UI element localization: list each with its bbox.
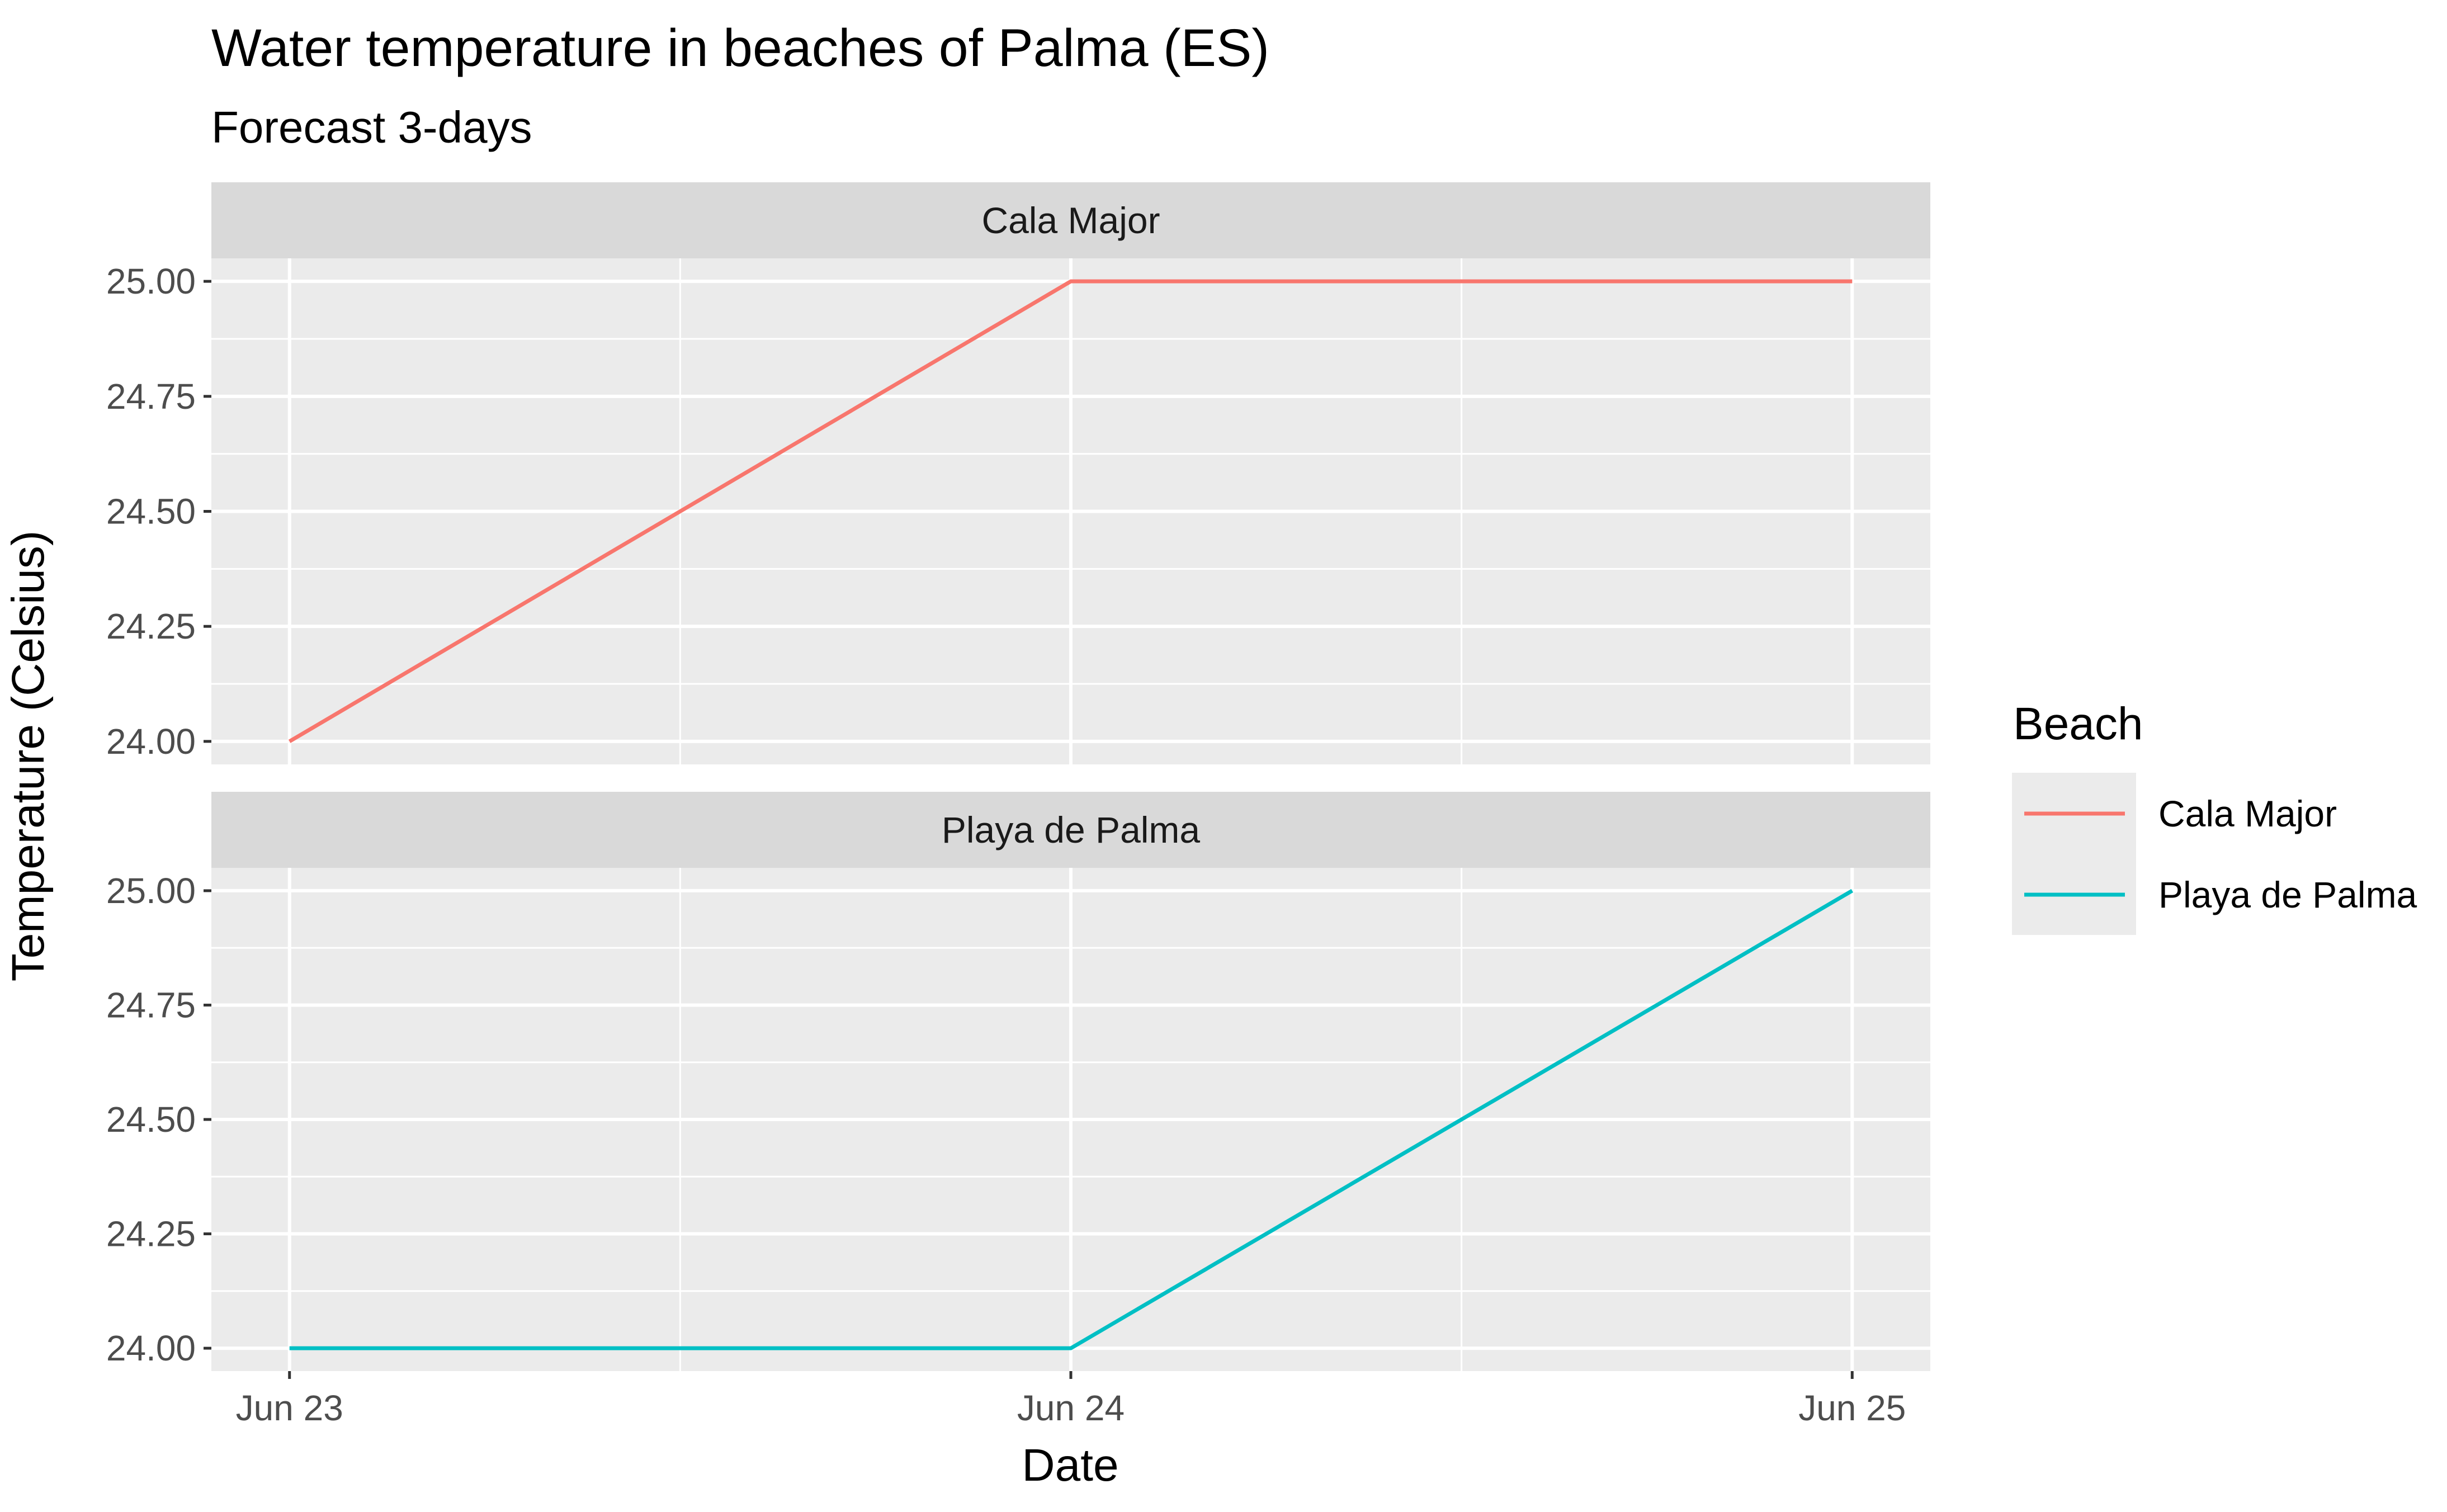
legend-label: Cala Major bbox=[2158, 793, 2337, 834]
y-tick-label: 24.25 bbox=[106, 606, 196, 646]
y-tick-label: 24.50 bbox=[106, 1099, 196, 1140]
y-tick-label: 24.25 bbox=[106, 1214, 196, 1254]
facet-panel: 24.00 24.25 24.50 24.75 25.00 Playa de Palma bbox=[106, 792, 1930, 1371]
facet-strip-label: Cala Major bbox=[981, 200, 1160, 241]
legend-label: Playa de Palma bbox=[2158, 874, 2417, 915]
y-tick-label: 24.50 bbox=[106, 492, 196, 532]
x-tick-label: Jun 25 bbox=[1798, 1388, 1906, 1428]
x-axis-title: Date bbox=[1022, 1440, 1118, 1491]
y-tick-label: 24.75 bbox=[106, 985, 196, 1025]
legend-items: Cala Major Playa de Palma bbox=[2024, 793, 2417, 915]
facet-strip-label: Playa de Palma bbox=[942, 809, 1201, 850]
y-tick-label: 25.00 bbox=[106, 261, 196, 301]
y-tick-label: 24.00 bbox=[106, 721, 196, 762]
facet-strip bbox=[211, 182, 1930, 258]
legend-title: Beach bbox=[2013, 698, 2143, 749]
series-line bbox=[289, 889, 1854, 1350]
y-tick-label: 24.75 bbox=[106, 376, 196, 417]
facet-strip bbox=[211, 792, 1930, 868]
y-tick-label: 24.00 bbox=[106, 1328, 196, 1368]
series-line bbox=[288, 279, 1853, 743]
y-axis-title: Temperature (Celsius) bbox=[3, 531, 54, 982]
facet-panel: 24.00 24.25 24.50 24.75 25.00 Cala Major bbox=[106, 182, 1930, 764]
legend-key-background bbox=[2012, 773, 2136, 935]
chart-title: Water temperature in beaches of Palma (E… bbox=[211, 18, 1269, 78]
y-tick-label: 25.00 bbox=[106, 871, 196, 911]
x-axis: Jun 23 Jun 24 Jun 25 bbox=[236, 1371, 1906, 1428]
x-tick-label: Jun 24 bbox=[1017, 1388, 1125, 1428]
chart-subtitle: Forecast 3-days bbox=[211, 102, 532, 152]
legend: Beach Cala Major Playa de Palma bbox=[2012, 698, 2417, 935]
x-tick-label: Jun 23 bbox=[236, 1388, 343, 1428]
